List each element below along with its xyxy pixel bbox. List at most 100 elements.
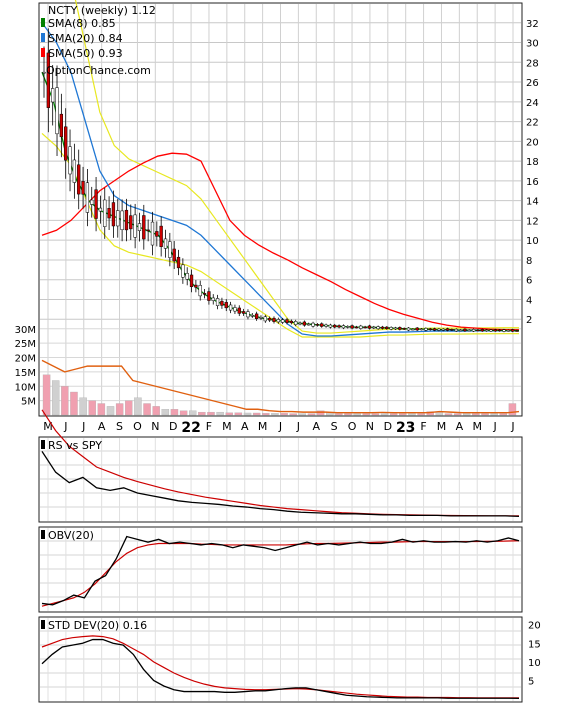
candle-body — [185, 273, 189, 280]
candle-body — [90, 199, 94, 205]
candle-body — [363, 326, 367, 329]
candle-body — [176, 256, 181, 269]
legend-sma20: SMA(20) 0.84 — [48, 32, 123, 45]
candle-body — [315, 324, 320, 326]
candle-body — [333, 324, 337, 328]
x-axis-label: M — [222, 420, 232, 433]
candle-body — [237, 307, 241, 314]
volume-bar — [252, 412, 261, 416]
candle-body — [484, 329, 489, 332]
x-axis-label: A — [456, 420, 464, 433]
candle-body — [359, 325, 363, 329]
candle-body — [129, 215, 133, 230]
x-axis-label: J — [296, 420, 300, 433]
volume-bar — [463, 413, 471, 416]
candle-body — [259, 317, 263, 319]
candle-body — [46, 52, 50, 108]
volume-bar — [225, 412, 233, 416]
candle-body — [463, 328, 467, 332]
x-axis-label: J — [278, 420, 282, 433]
candle-body — [268, 318, 272, 321]
rs-line — [41, 451, 520, 518]
candle-body — [211, 297, 215, 301]
x-axis-label: N — [151, 420, 159, 433]
volume-bar — [189, 410, 197, 416]
volume-bars — [42, 374, 517, 416]
stddev-swatch — [41, 620, 45, 629]
price-gridlines — [40, 4, 521, 415]
volume-tick-label: 30M — [15, 325, 36, 336]
legend-swatch-sma50 — [41, 48, 45, 57]
volume-bar — [161, 409, 170, 416]
price-tick-label: 12 — [526, 216, 539, 227]
legend: NCTY (weekly) 1.12 SMA(8) 0.85 SMA(20) 0… — [41, 4, 156, 77]
candle-body — [98, 207, 103, 212]
x-axis-label: A — [313, 420, 321, 433]
legend-sma8: SMA(8) 0.85 — [48, 17, 116, 30]
price-tick-label: 8 — [526, 256, 532, 267]
candle-body — [311, 322, 315, 327]
price-tick-label: 32 — [526, 19, 539, 30]
candle-body — [376, 326, 380, 330]
volume-bar — [371, 413, 380, 416]
legend-swatch-sma8 — [41, 18, 45, 27]
price-tick-label: 30 — [526, 39, 539, 50]
candle-body — [372, 326, 376, 329]
candle-body — [432, 328, 437, 331]
x-axis-label: S — [331, 420, 338, 433]
candle-body — [198, 285, 202, 297]
candle-body — [320, 323, 324, 327]
price-tick-label: 24 — [526, 98, 539, 109]
candle-body — [72, 159, 77, 183]
volume-bar — [88, 400, 96, 416]
candle-body — [111, 202, 116, 227]
volume-bar — [335, 413, 343, 416]
legend-sma50: SMA(50) 0.93 — [48, 47, 123, 60]
candle-body — [467, 329, 471, 332]
volume-bar — [179, 410, 188, 416]
candle-body — [471, 329, 476, 332]
stddev-line — [41, 638, 520, 700]
volume-bar — [389, 413, 398, 416]
x-axis-label: 22 — [181, 420, 200, 436]
obv-title: OBV(20) — [48, 529, 94, 542]
volume-bar — [79, 397, 87, 416]
legend-swatch-sma20 — [41, 33, 45, 42]
volume-bar — [61, 386, 69, 416]
price-tick-label: 22 — [526, 118, 539, 129]
x-axis-label: A — [241, 420, 249, 433]
candle-body — [285, 319, 289, 323]
candlesticks — [42, 28, 519, 333]
x-axis-label: A — [98, 420, 106, 433]
volume-bar — [362, 413, 370, 416]
candle-body — [428, 328, 432, 331]
volume-bar — [42, 374, 51, 416]
candle-body — [402, 328, 406, 330]
bollinger-bands — [41, 0, 519, 338]
candle-body — [241, 311, 246, 314]
stddev-panel: 5 10 15 20 STD DEV(20) 0.16 — [38, 616, 541, 703]
volume-bar — [134, 397, 142, 416]
candle-body — [480, 329, 484, 332]
candle-body — [506, 330, 510, 332]
candle-body — [233, 307, 237, 312]
volume-bar — [344, 413, 352, 416]
candle-body — [324, 324, 328, 327]
candle-body — [350, 325, 354, 329]
candle-body — [476, 329, 480, 332]
candle-body — [207, 291, 211, 301]
rs-swatch — [41, 440, 45, 449]
candle-body — [202, 293, 207, 295]
x-axis-label: S — [116, 420, 123, 433]
candle-body — [272, 317, 276, 322]
volume-gridlines — [40, 328, 521, 402]
candle-body — [120, 210, 124, 230]
price-tick-label: 14 — [526, 197, 539, 208]
price-tick-label: 4 — [526, 295, 532, 306]
candle-body — [337, 325, 341, 328]
candle-body — [502, 329, 506, 332]
candle-body — [341, 325, 346, 329]
x-axis-label: O — [133, 420, 142, 433]
volume-bar — [106, 406, 115, 416]
